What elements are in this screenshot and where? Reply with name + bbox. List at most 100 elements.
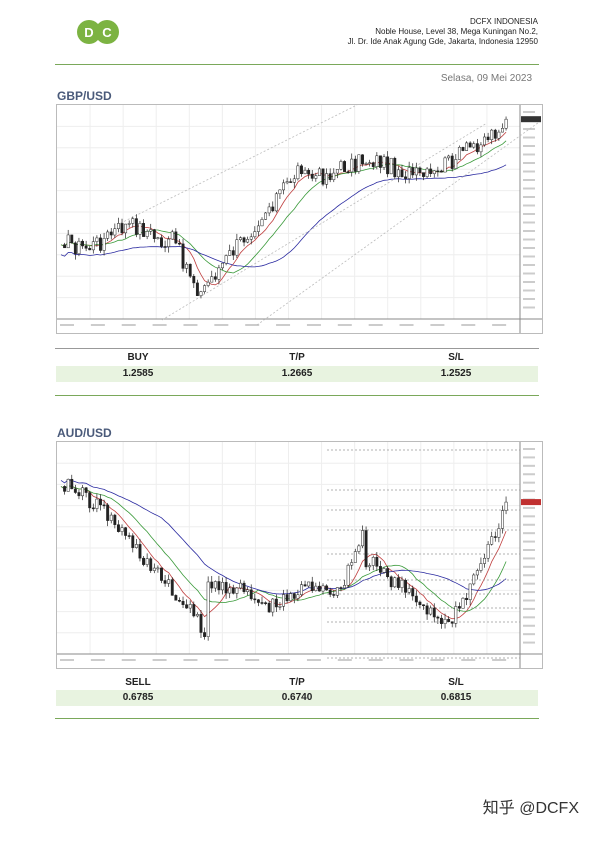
time-tick bbox=[492, 659, 507, 661]
candle bbox=[310, 581, 314, 591]
candle bbox=[346, 564, 350, 586]
candle bbox=[149, 558, 153, 571]
candle bbox=[210, 581, 214, 589]
candle bbox=[375, 556, 379, 567]
address-line-2: Jl. Dr. Ide Anak Agung Gde, Jakarta, Ind… bbox=[347, 37, 538, 46]
time-tick bbox=[461, 659, 476, 661]
candle bbox=[307, 581, 311, 587]
pair-title-audusd: AUD/USD bbox=[57, 426, 112, 440]
price-tick bbox=[523, 490, 535, 493]
candle bbox=[142, 557, 146, 565]
moving-average-line bbox=[60, 131, 507, 286]
candle bbox=[260, 219, 264, 227]
candle bbox=[231, 587, 235, 594]
candle bbox=[156, 567, 160, 570]
candle bbox=[274, 598, 278, 608]
candle bbox=[282, 182, 285, 191]
candle bbox=[317, 168, 321, 176]
candle bbox=[439, 617, 443, 624]
price-tick bbox=[523, 540, 535, 543]
price-tick bbox=[523, 298, 535, 300]
candle bbox=[109, 514, 113, 521]
candle bbox=[375, 155, 379, 167]
value-sl: 1.2525 bbox=[440, 368, 472, 379]
current-price-tag bbox=[521, 116, 541, 123]
time-tick bbox=[90, 659, 105, 661]
candle bbox=[393, 157, 397, 178]
price-tick bbox=[523, 456, 535, 459]
price-tick bbox=[523, 264, 535, 266]
candle bbox=[361, 154, 364, 165]
candle bbox=[386, 568, 390, 578]
candle bbox=[120, 223, 124, 234]
price-tick bbox=[523, 473, 535, 476]
candle bbox=[88, 248, 92, 251]
candle bbox=[271, 598, 275, 613]
candle bbox=[414, 595, 418, 603]
candle bbox=[63, 486, 67, 492]
time-tick bbox=[430, 324, 445, 326]
candle bbox=[127, 535, 131, 537]
candle bbox=[116, 524, 120, 532]
candle bbox=[91, 241, 95, 251]
candle bbox=[386, 156, 390, 175]
price-tick bbox=[523, 145, 535, 147]
candle bbox=[418, 167, 422, 173]
candle bbox=[425, 605, 429, 615]
price-tick bbox=[523, 255, 535, 258]
candle bbox=[325, 585, 329, 591]
candle bbox=[249, 589, 253, 600]
candle bbox=[256, 225, 260, 232]
candle bbox=[350, 562, 354, 566]
candle bbox=[253, 231, 257, 238]
candle bbox=[102, 504, 106, 507]
time-tick bbox=[183, 659, 198, 661]
candle bbox=[84, 487, 88, 493]
candle bbox=[278, 189, 282, 195]
candle bbox=[73, 488, 77, 493]
candle bbox=[425, 168, 429, 177]
trend-line bbox=[256, 119, 542, 326]
candle bbox=[461, 147, 465, 151]
price-tick bbox=[523, 624, 535, 627]
value-tp: 1.2665 bbox=[281, 368, 313, 379]
price-tick bbox=[523, 306, 535, 309]
label-sell: SELL bbox=[125, 677, 151, 688]
candle bbox=[479, 144, 483, 153]
candle bbox=[371, 556, 375, 566]
candle bbox=[504, 118, 508, 129]
candle bbox=[106, 231, 110, 239]
candle bbox=[378, 155, 382, 168]
candle bbox=[102, 238, 106, 251]
candle bbox=[504, 501, 508, 511]
candle bbox=[134, 544, 138, 548]
price-tick bbox=[523, 607, 535, 610]
candle bbox=[317, 585, 321, 592]
candle bbox=[127, 223, 131, 225]
candle bbox=[267, 206, 271, 214]
candle bbox=[422, 604, 425, 607]
candle bbox=[282, 594, 285, 607]
candle bbox=[174, 231, 178, 244]
address-line-1: Noble House, Level 38, Mega Kuningan No.… bbox=[375, 27, 538, 36]
candle bbox=[199, 291, 203, 296]
price-tick bbox=[523, 272, 535, 275]
time-tick bbox=[60, 324, 74, 326]
candle bbox=[95, 498, 99, 509]
price-tick bbox=[523, 238, 535, 241]
candle bbox=[357, 545, 361, 552]
candle bbox=[113, 228, 117, 236]
candle bbox=[260, 602, 264, 604]
candle bbox=[432, 607, 436, 618]
candle bbox=[396, 577, 400, 588]
time-tick bbox=[245, 324, 260, 326]
price-tick bbox=[523, 213, 535, 215]
candle bbox=[217, 581, 221, 591]
candle bbox=[407, 167, 411, 179]
candle bbox=[235, 239, 239, 256]
candle bbox=[160, 237, 163, 247]
time-tick bbox=[368, 324, 383, 326]
price-tick bbox=[523, 506, 535, 509]
candle bbox=[267, 602, 271, 613]
candle bbox=[411, 588, 415, 597]
